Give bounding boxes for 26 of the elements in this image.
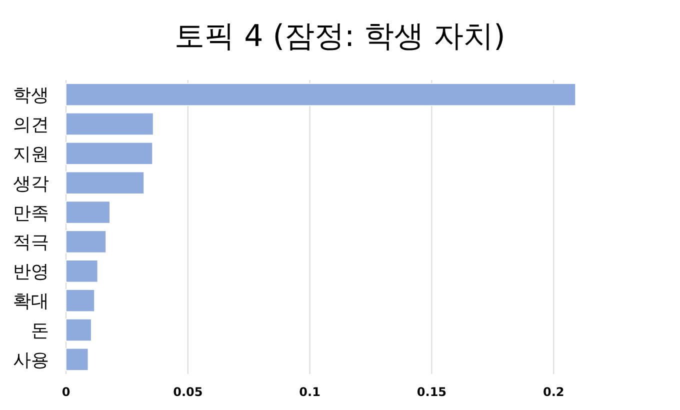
bar [66,142,153,165]
y-tick-label: 지원 [13,144,49,165]
bar [66,289,95,312]
x-tick-label: 0.05 [173,385,203,399]
y-tick-label: 생각 [13,173,49,194]
x-tick-label: 0.15 [416,385,447,399]
y-tick-label: 사용 [13,350,49,371]
bar [66,348,89,371]
chart-title: 토픽 4 (잠정: 학생 자치) [174,19,506,54]
y-tick-label: 돈 [31,320,49,342]
bar [66,230,106,254]
bar [66,83,576,106]
y-tick-label: 반영 [13,262,49,283]
bar [66,200,110,224]
y-tick-label: 확대 [13,291,49,312]
y-tick-label: 의견 [13,114,49,136]
bar [66,318,92,342]
bar [66,260,98,283]
bar [66,171,144,194]
x-tick-label: 0 [62,385,70,399]
y-tick-label: 학생 [13,85,49,106]
x-tick-label: 0.2 [542,385,564,399]
y-tick-label: 적극 [13,232,49,254]
bar [66,112,154,136]
x-tick-label: 0.1 [299,385,320,399]
y-tick-label: 만족 [13,202,49,224]
